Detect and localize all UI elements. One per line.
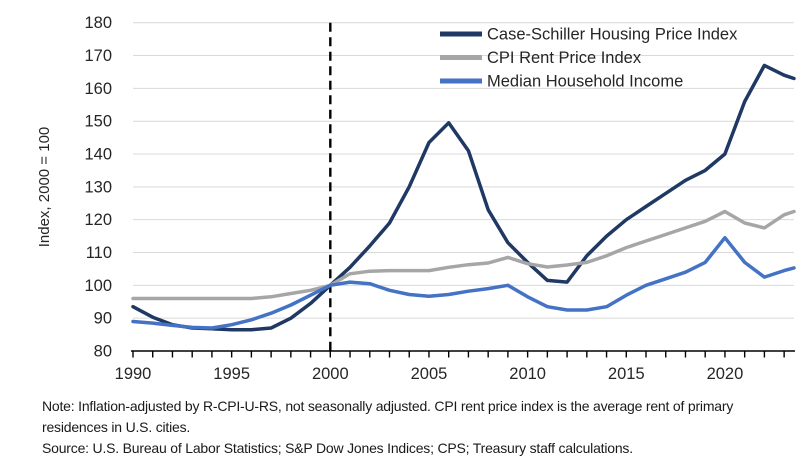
y-axis-tick-label: 100: [84, 277, 112, 295]
y-axis-tick-label: 160: [84, 80, 112, 98]
x-axis-tick-label: 2010: [509, 365, 546, 383]
legend-entry: Median Household Income: [440, 73, 683, 91]
y-axis-tick-label: 80: [94, 343, 112, 361]
legend-label: Case-Schiller Housing Price Index: [487, 26, 738, 44]
x-axis-tick-label: 1995: [213, 365, 250, 383]
y-axis-tick-label: 130: [84, 178, 112, 196]
y-axis-tick-label: 140: [84, 146, 112, 164]
y-axis-tick-label: 170: [84, 47, 112, 65]
legend-label: Median Household Income: [487, 73, 683, 91]
y-axis-tick-label: 180: [84, 14, 112, 32]
legend-entry: Case-Schiller Housing Price Index: [440, 26, 738, 44]
series-line-case-schiller-housing-price-index: [131, 63, 796, 332]
y-axis-tick-label: 110: [86, 244, 112, 262]
chart-note: Note: Inflation-adjusted by R-CPI-U-RS, …: [42, 398, 734, 435]
x-axis-tick-label: 1990: [115, 365, 152, 383]
y-axis-title: Index, 2000 = 100: [36, 127, 53, 248]
y-axis-tick-label: 120: [84, 211, 112, 229]
x-axis-tick-label: 2000: [312, 365, 349, 383]
series-line-cpi-rent-price-index: [131, 209, 796, 301]
y-axis-tick-label: 90: [94, 310, 112, 328]
chart-source: Source: U.S. Bureau of Labor Statistics;…: [42, 440, 633, 456]
y-axis-tick-label: 150: [84, 113, 112, 131]
x-axis-tick-label: 2015: [608, 365, 645, 383]
legend-label: CPI Rent Price Index: [487, 49, 642, 67]
series-line-median-household-income: [131, 235, 796, 330]
x-axis-tick-label: 2020: [707, 365, 744, 383]
x-axis-tick-label: 2005: [411, 365, 448, 383]
chart-notes: Note: Inflation-adjusted by R-CPI-U-RS, …: [42, 396, 764, 459]
legend-entry: CPI Rent Price Index: [440, 49, 642, 67]
chart-canvas: 1990 1995 2000 2005 2010 2015 2020 80 90 100 110 12…: [36, 14, 796, 383]
